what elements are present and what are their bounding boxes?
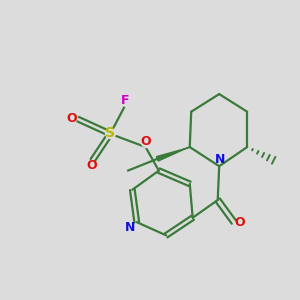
Text: N: N bbox=[125, 221, 136, 234]
Text: N: N bbox=[214, 153, 225, 166]
Text: O: O bbox=[66, 112, 77, 125]
Polygon shape bbox=[157, 147, 190, 161]
Text: O: O bbox=[234, 216, 244, 229]
Text: F: F bbox=[121, 94, 130, 107]
Text: O: O bbox=[141, 135, 152, 148]
Text: O: O bbox=[87, 159, 97, 172]
Text: S: S bbox=[105, 126, 115, 140]
